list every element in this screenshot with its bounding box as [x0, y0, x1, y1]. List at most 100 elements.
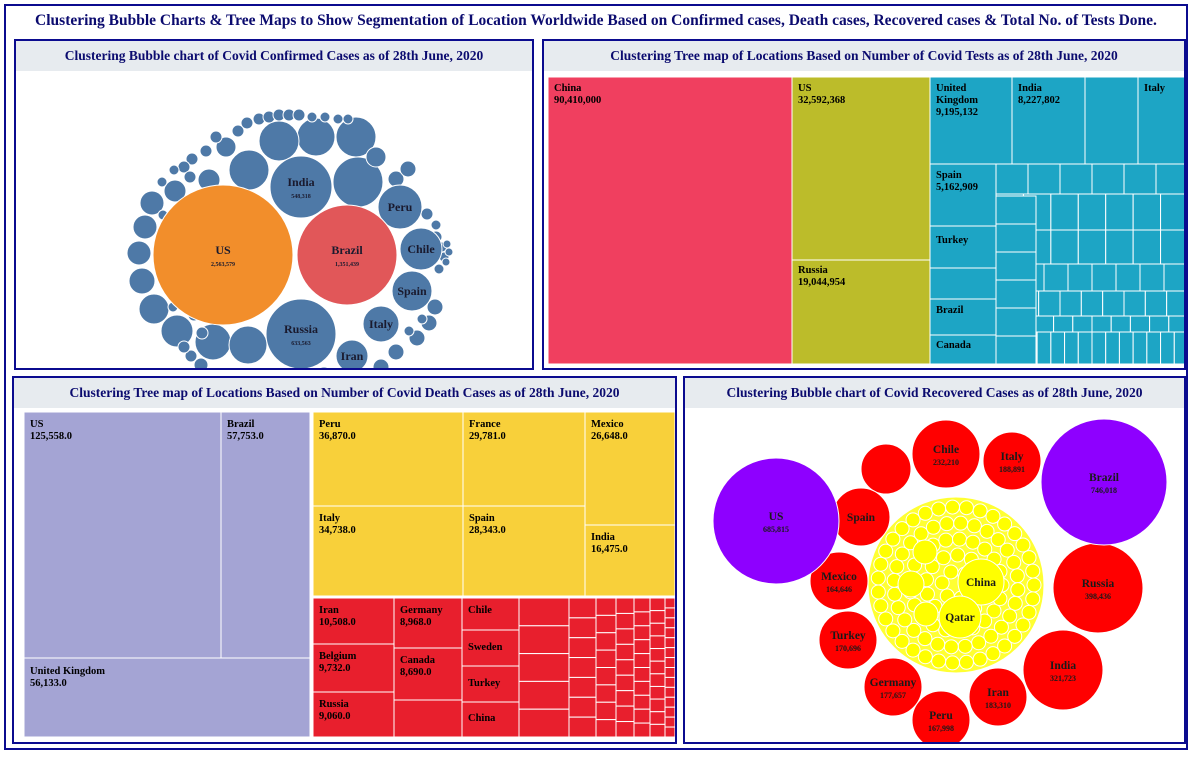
death-value-us: 125,558.0	[30, 431, 72, 442]
death-tile-peru	[312, 411, 464, 507]
death-tile	[518, 597, 570, 627]
death-tile	[518, 625, 570, 655]
death-value-canada: 8,690.0	[400, 667, 432, 678]
death-tile	[518, 708, 570, 738]
bubble-russia	[265, 298, 337, 368]
bubble-small	[870, 584, 886, 600]
bubble-small	[399, 160, 417, 178]
death-tile	[664, 686, 675, 698]
bubble-small	[945, 499, 961, 515]
bubble-value-us: 2,563,579	[211, 262, 235, 268]
dashboard: Clustering Bubble Charts & Tree Maps to …	[4, 4, 1188, 750]
death-tile	[633, 667, 651, 682]
death-tile	[568, 637, 597, 659]
bubble-small	[1025, 591, 1041, 607]
bubble-germany	[863, 657, 923, 717]
recovered-value-iran: 183,310	[985, 701, 1011, 710]
bubble-india	[1022, 629, 1104, 711]
bubble-small	[917, 649, 933, 665]
tests-tile	[1105, 331, 1120, 365]
recovered-value-us: 685,815	[763, 525, 789, 534]
tests-tile-italy	[1137, 76, 1184, 165]
tests-tile-united-kingdom	[929, 76, 1013, 165]
tests-value-india: 8,227,802	[1018, 95, 1060, 106]
recovered-bubble-panel: Clustering Bubble chart of Covid Recover…	[683, 376, 1186, 744]
recovered-bubble-chart: Brazil 746,018 US 685,815 Russia 398,436 India…	[712, 418, 1168, 742]
death-value-mexico: 26,648.0	[591, 431, 628, 442]
tests-tile	[1129, 315, 1151, 333]
bubble-small	[319, 111, 331, 123]
death-tile	[518, 653, 570, 682]
tests-tile	[1077, 229, 1107, 265]
tests-label-spain: Spain	[936, 170, 962, 181]
death-tile	[664, 726, 675, 738]
bubble-small	[999, 542, 1015, 558]
death-tile	[664, 706, 675, 718]
recovered-value-russia: 398,436	[1085, 592, 1111, 601]
tests-tile	[1072, 315, 1093, 333]
death-tile	[649, 660, 666, 675]
death-label-chile: Chile	[468, 605, 492, 616]
death-tile	[615, 612, 635, 630]
bubble-small	[228, 325, 268, 365]
bubble-small	[979, 523, 995, 539]
bubble-small	[183, 170, 197, 184]
bubble-small	[1021, 604, 1037, 620]
confirmed-bubble-title: Clustering Bubble chart of Covid Confirm…	[16, 41, 532, 71]
bubble-small	[387, 343, 405, 361]
death-tile	[595, 649, 617, 668]
bubble-small	[433, 263, 445, 275]
tests-tile	[1160, 331, 1175, 365]
dashboard-title: Clustering Bubble Charts & Tree Maps to …	[35, 12, 1157, 29]
bubble-small	[372, 358, 390, 368]
bubble-small	[977, 541, 993, 557]
tests-tile	[1132, 193, 1162, 231]
bubble-small	[160, 314, 194, 348]
bubble-small	[1007, 595, 1023, 611]
death-tile	[664, 716, 675, 728]
tests-tile	[1102, 290, 1125, 317]
bubble-small	[228, 149, 270, 191]
death-value-spain: 28,343.0	[469, 525, 506, 536]
bubble-small	[972, 651, 988, 667]
bubble-label-india: India	[287, 175, 314, 189]
recovered-label-us: US	[769, 511, 784, 523]
death-label-spain: Spain	[469, 513, 495, 524]
bubble-chile	[399, 227, 443, 271]
bubble-small	[209, 130, 223, 144]
recovered-value-india: 321,723	[1050, 674, 1076, 683]
death-tile	[664, 607, 675, 619]
bubble-small	[985, 508, 1001, 524]
tests-tile	[1050, 229, 1079, 265]
bubble-small	[983, 628, 999, 644]
bubble-small	[240, 116, 254, 130]
death-tile	[664, 676, 675, 688]
bubble-small	[905, 642, 921, 658]
bubble-small	[430, 219, 442, 231]
tests-tile	[995, 195, 1037, 225]
death-label-belgium: Belgium	[319, 651, 357, 662]
bubble-small	[943, 639, 959, 655]
tests-tile	[1091, 263, 1117, 292]
bubble-small	[1015, 537, 1031, 553]
bubble-value-india: 548,318	[291, 194, 311, 200]
death-tile	[568, 657, 597, 678]
tests-tile	[1123, 163, 1157, 195]
tests-tile	[1091, 163, 1125, 195]
death-label-china: China	[468, 713, 496, 724]
bubble-small	[894, 521, 910, 537]
tests-tile	[1163, 263, 1184, 292]
death-tile	[615, 643, 635, 661]
death-label-mexico: Mexico	[591, 419, 624, 430]
recovered-label-brazil: Brazil	[1089, 472, 1119, 484]
death-tile	[664, 637, 675, 649]
recovered-label-spain: Spain	[847, 512, 876, 524]
death-label-italy: Italy	[319, 513, 341, 524]
death-label-united-kingdom: United Kingdom	[30, 666, 105, 677]
death-tile-india	[584, 524, 675, 597]
bubble-small	[416, 313, 428, 325]
tests-tile	[995, 251, 1037, 281]
bubble-small	[444, 247, 454, 257]
death-tile	[568, 597, 597, 619]
death-tile	[633, 653, 651, 669]
